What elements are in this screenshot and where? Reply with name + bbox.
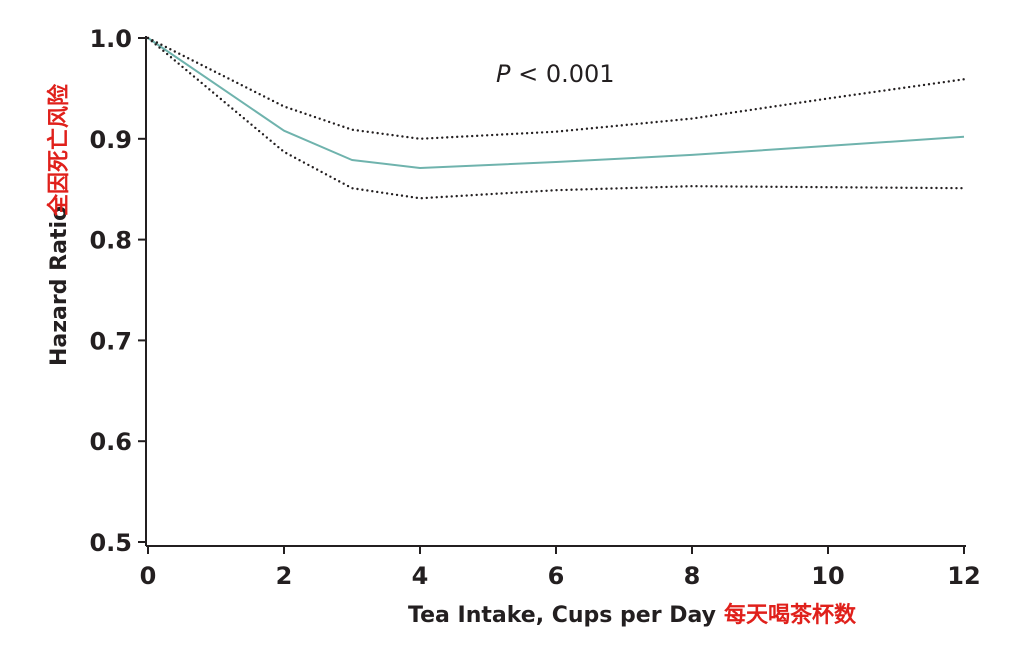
y-tick-label: 0.9	[89, 126, 132, 154]
x-tick-label: 0	[140, 562, 157, 590]
series-line-lower-95-ci	[146, 36, 966, 200]
y-axis-title-zh: 全因死亡风险	[46, 83, 72, 217]
y-axis-title: Hazard Ratio	[47, 206, 72, 366]
p-value-rest: < 0.001	[510, 60, 614, 88]
axes	[145, 36, 966, 547]
y-tick-label: 1.0	[89, 25, 132, 53]
y-axis-title-group: Hazard Ratio 全因死亡风险	[46, 83, 72, 366]
x-axis-title: Tea Intake, Cups per Day	[408, 603, 716, 628]
ticks: 0 2 4 6 8 10 12 1.0 0.9 0.8 0.7 0.6 0.5	[89, 25, 980, 590]
x-tick-label: 10	[811, 562, 844, 590]
x-axis-title-zh: 每天喝茶杯数	[724, 602, 857, 628]
x-tick-label: 2	[276, 562, 293, 590]
series-line-hazard-ratio	[147, 37, 965, 169]
y-tick-label: 0.5	[89, 529, 132, 557]
x-tick-label: 12	[947, 562, 980, 590]
series-layer	[146, 36, 966, 200]
x-tick-label: 8	[684, 562, 701, 590]
x-tick-label: 4	[412, 562, 429, 590]
y-tick-label: 0.7	[89, 327, 132, 355]
y-tick-label: 0.8	[89, 227, 132, 255]
y-tick-label: 0.6	[89, 428, 132, 456]
p-value-annotation: P < 0.001	[496, 60, 615, 88]
x-tick-label: 6	[548, 562, 565, 590]
p-value-italic: P	[496, 60, 511, 88]
series-line-upper-95-ci	[146, 36, 966, 141]
